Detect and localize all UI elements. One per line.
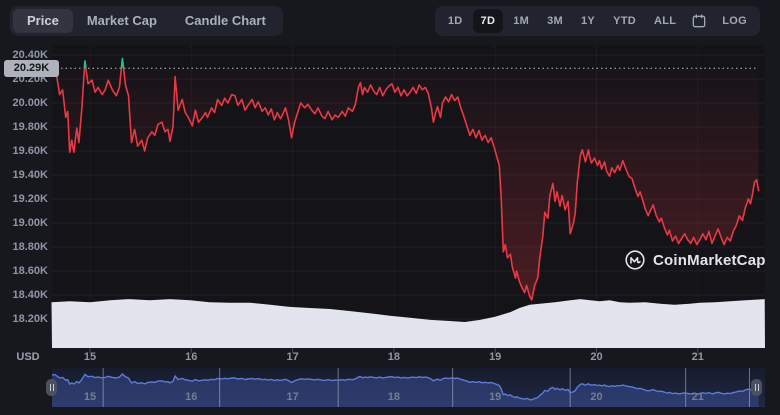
log-scale-button[interactable]: LOG (722, 15, 747, 27)
current-price-tag: 20.29K (4, 60, 59, 77)
main-chart[interactable] (0, 40, 780, 370)
price-line (50, 57, 760, 301)
y-axis-tick: 20.00K (12, 97, 48, 109)
y-axis-tick: 18.80K (12, 241, 48, 253)
navigator-tick: 19 (489, 391, 502, 403)
navigator-tick: 18 (387, 391, 401, 403)
price-area-fill (55, 68, 759, 300)
navigator-tick: 15 (83, 391, 97, 403)
y-axis-tick: 20.40K (12, 49, 48, 61)
watermark-text: CoinMarketCap (653, 251, 766, 269)
calendar-icon[interactable] (686, 9, 712, 33)
volume-area (51, 299, 765, 348)
navigator-tick: 21 (691, 391, 704, 403)
navigator-line (52, 373, 759, 401)
range-3m[interactable]: 3M (547, 15, 563, 27)
y-axis-tick: 18.40K (12, 289, 48, 301)
chart-plot-area[interactable] (52, 45, 765, 348)
navigator-area-fill (52, 374, 759, 407)
navigator-tick: 20 (590, 391, 603, 403)
grid-lines (52, 45, 765, 348)
chart-toolbar: Price Market Cap Candle Chart 1D 7D 1M 3M 1Y YT… (0, 0, 780, 40)
y-axis-tick: 19.00K (12, 217, 48, 229)
currency-axis-label: USD (16, 351, 40, 363)
range-1m[interactable]: 1M (513, 15, 530, 27)
navigator-right-handle[interactable] (751, 379, 762, 396)
navigator-left-handle[interactable] (46, 379, 57, 396)
x-axis-tick: 19 (489, 351, 502, 363)
y-axis-tick: 19.20K (12, 193, 48, 205)
navigator-tick: 17 (286, 391, 299, 403)
x-axis-tick: 15 (83, 351, 97, 363)
coinmarketcap-watermark: CoinMarketCap (624, 249, 766, 271)
tab-market-cap[interactable]: Market Cap (86, 13, 157, 28)
range-all[interactable]: ALL (653, 15, 677, 27)
y-axis-tick: 18.20K (12, 313, 48, 325)
x-axis-tick: 18 (387, 351, 401, 363)
coinmarketcap-logo-icon (625, 250, 645, 270)
range-controls: 1D 7D 1M 3M 1Y YTD ALL LOG (434, 6, 760, 36)
range-1y[interactable]: 1Y (581, 15, 596, 27)
chart-navigator[interactable] (52, 368, 765, 407)
chart-type-tabs: Price Market Cap Candle Chart (10, 6, 283, 36)
tab-candle-chart[interactable]: Candle Chart (184, 13, 266, 28)
range-7d[interactable]: 7D (472, 9, 504, 33)
x-axis-tick: 16 (185, 351, 198, 363)
tab-price[interactable]: Price (13, 9, 73, 33)
y-axis-tick: 19.60K (12, 145, 48, 157)
x-axis-tick: 17 (286, 351, 299, 363)
y-axis-tick: 19.40K (12, 169, 48, 181)
navigator-tick: 16 (185, 391, 198, 403)
y-axis-tick: 19.80K (12, 121, 48, 133)
x-axis-tick: 21 (691, 351, 704, 363)
range-ytd[interactable]: YTD (613, 15, 636, 27)
y-axis-tick: 18.60K (12, 265, 48, 277)
range-1d[interactable]: 1D (447, 15, 463, 27)
x-axis-tick: 20 (590, 351, 603, 363)
